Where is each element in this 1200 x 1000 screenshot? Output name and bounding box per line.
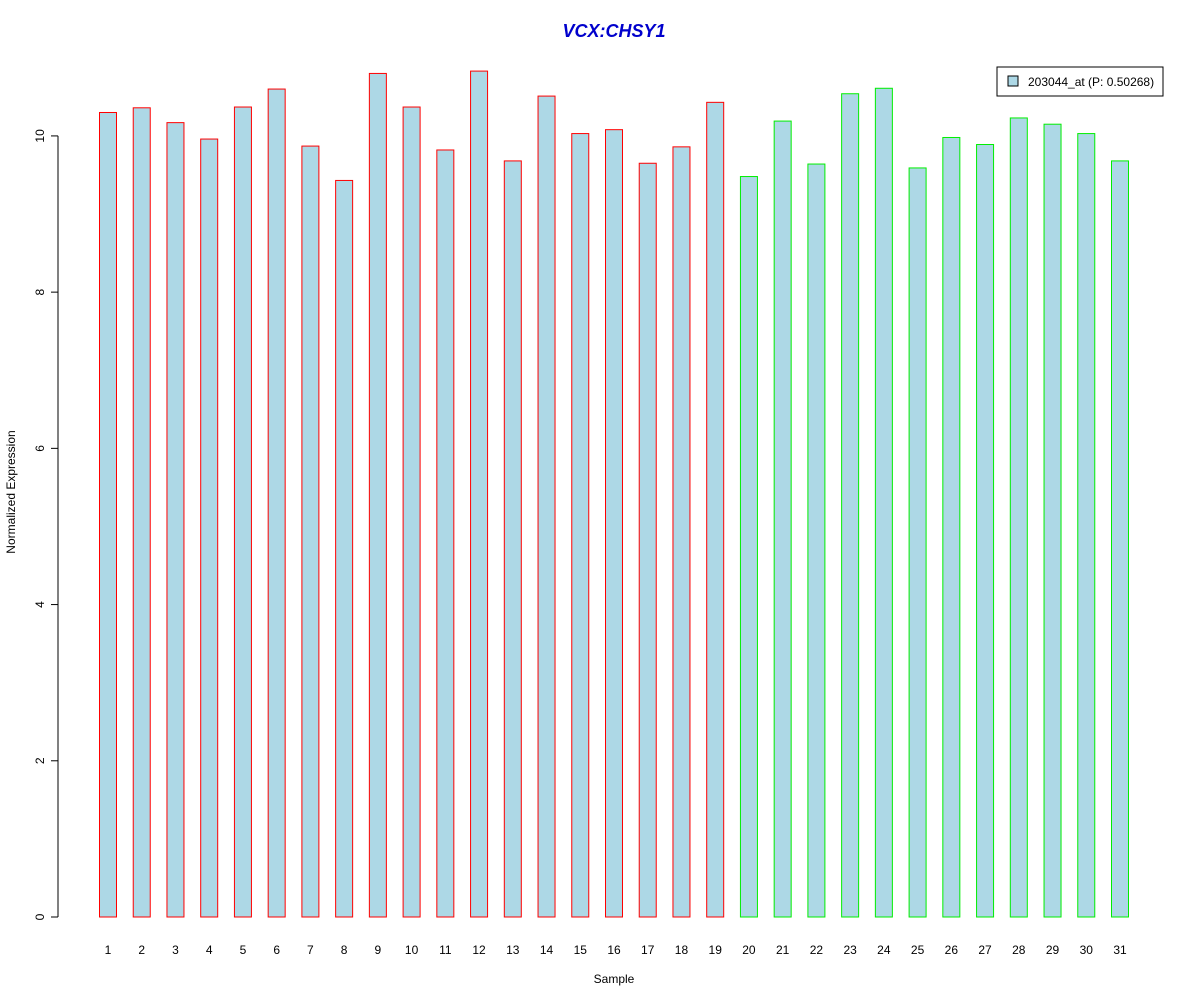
x-tick-label: 1 bbox=[105, 943, 112, 957]
legend-label: 203044_at (P: 0.50268) bbox=[1028, 75, 1154, 89]
x-tick-label: 18 bbox=[675, 943, 689, 957]
y-axis-title: Normalized Expression bbox=[4, 430, 18, 553]
bar-sample-11 bbox=[436, 149, 455, 918]
bar-sample-8 bbox=[335, 179, 354, 918]
x-tick-label: 20 bbox=[742, 943, 756, 957]
y-axis: 0 2 4 6 8 10 bbox=[33, 129, 59, 920]
legend: 203044_at (P: 0.50268) bbox=[996, 66, 1164, 97]
bar-sample-6 bbox=[267, 88, 286, 918]
x-tick-label: 29 bbox=[1046, 943, 1060, 957]
x-tick-label: 9 bbox=[375, 943, 382, 957]
bar-sample-4 bbox=[200, 138, 219, 918]
bar-sample-28 bbox=[1009, 117, 1028, 918]
bar-sample-13 bbox=[503, 160, 522, 918]
y-tick-label: 0 bbox=[33, 913, 47, 920]
bar-sample-14 bbox=[537, 95, 556, 918]
x-tick-label: 3 bbox=[172, 943, 179, 957]
x-tick-label: 13 bbox=[506, 943, 520, 957]
chart-title: VCX:CHSY1 bbox=[562, 21, 665, 41]
x-tick-label: 7 bbox=[307, 943, 314, 957]
x-tick-label: 16 bbox=[607, 943, 621, 957]
bar-sample-24 bbox=[874, 87, 893, 918]
bar-sample-26 bbox=[942, 136, 961, 918]
x-tick-label: 15 bbox=[574, 943, 588, 957]
bar-sample-25 bbox=[908, 167, 927, 918]
y-tick-label: 10 bbox=[33, 129, 47, 143]
bar-sample-12 bbox=[470, 70, 489, 918]
bar-sample-2 bbox=[132, 107, 151, 918]
x-tick-label: 12 bbox=[472, 943, 486, 957]
bar-sample-22 bbox=[807, 163, 826, 918]
x-tick-label: 21 bbox=[776, 943, 790, 957]
legend-box bbox=[996, 66, 1164, 97]
x-tick-label: 26 bbox=[945, 943, 959, 957]
x-tick-label: 19 bbox=[709, 943, 723, 957]
x-tick-label: 5 bbox=[240, 943, 247, 957]
x-tick-label: 28 bbox=[1012, 943, 1026, 957]
bar-sample-15 bbox=[571, 133, 590, 918]
x-tick-label: 30 bbox=[1080, 943, 1094, 957]
x-tick-label: 22 bbox=[810, 943, 824, 957]
x-tick-label: 24 bbox=[877, 943, 891, 957]
x-tick-label: 8 bbox=[341, 943, 348, 957]
x-tick-label: 4 bbox=[206, 943, 213, 957]
bar-sample-30 bbox=[1077, 133, 1096, 918]
bar-sample-27 bbox=[976, 144, 995, 918]
bar-sample-5 bbox=[233, 106, 252, 918]
bar-sample-7 bbox=[301, 145, 320, 918]
y-tick-label: 8 bbox=[33, 288, 47, 295]
bar-sample-1 bbox=[99, 111, 117, 918]
x-tick-label: 2 bbox=[138, 943, 145, 957]
bars bbox=[99, 70, 1129, 918]
bar-sample-10 bbox=[402, 106, 421, 918]
x-tick-labels: 1 2 3 4 5 6 7 8 9 10 11 12 13 14 15 16 17 18 19 20 21 22 23 24 2… bbox=[105, 943, 1127, 957]
bar-sample-9 bbox=[368, 72, 387, 918]
bar-sample-16 bbox=[605, 129, 623, 918]
bar-sample-18 bbox=[672, 146, 691, 918]
bar-sample-29 bbox=[1043, 123, 1062, 918]
x-tick-label: 14 bbox=[540, 943, 554, 957]
bar-sample-21 bbox=[773, 120, 792, 918]
y-tick-label: 4 bbox=[33, 601, 47, 608]
x-tick-label: 23 bbox=[843, 943, 857, 957]
bar-sample-20 bbox=[739, 176, 758, 918]
bar-sample-17 bbox=[638, 162, 657, 918]
x-tick-label: 10 bbox=[405, 943, 419, 957]
legend-swatch bbox=[1007, 75, 1019, 87]
x-tick-label: 11 bbox=[439, 943, 452, 957]
y-tick-label: 6 bbox=[33, 445, 47, 452]
bar-sample-19 bbox=[706, 101, 725, 918]
bar-sample-23 bbox=[841, 93, 860, 918]
y-tick-label: 2 bbox=[33, 757, 47, 764]
x-tick-label: 17 bbox=[641, 943, 655, 957]
x-tick-label: 6 bbox=[273, 943, 280, 957]
x-tick-label: 27 bbox=[978, 943, 992, 957]
x-tick-label: 25 bbox=[911, 943, 925, 957]
x-tick-label: 31 bbox=[1113, 943, 1127, 957]
x-axis-title: Sample bbox=[594, 972, 635, 986]
bar-sample-31 bbox=[1111, 160, 1129, 918]
bar-sample-3 bbox=[166, 122, 185, 918]
